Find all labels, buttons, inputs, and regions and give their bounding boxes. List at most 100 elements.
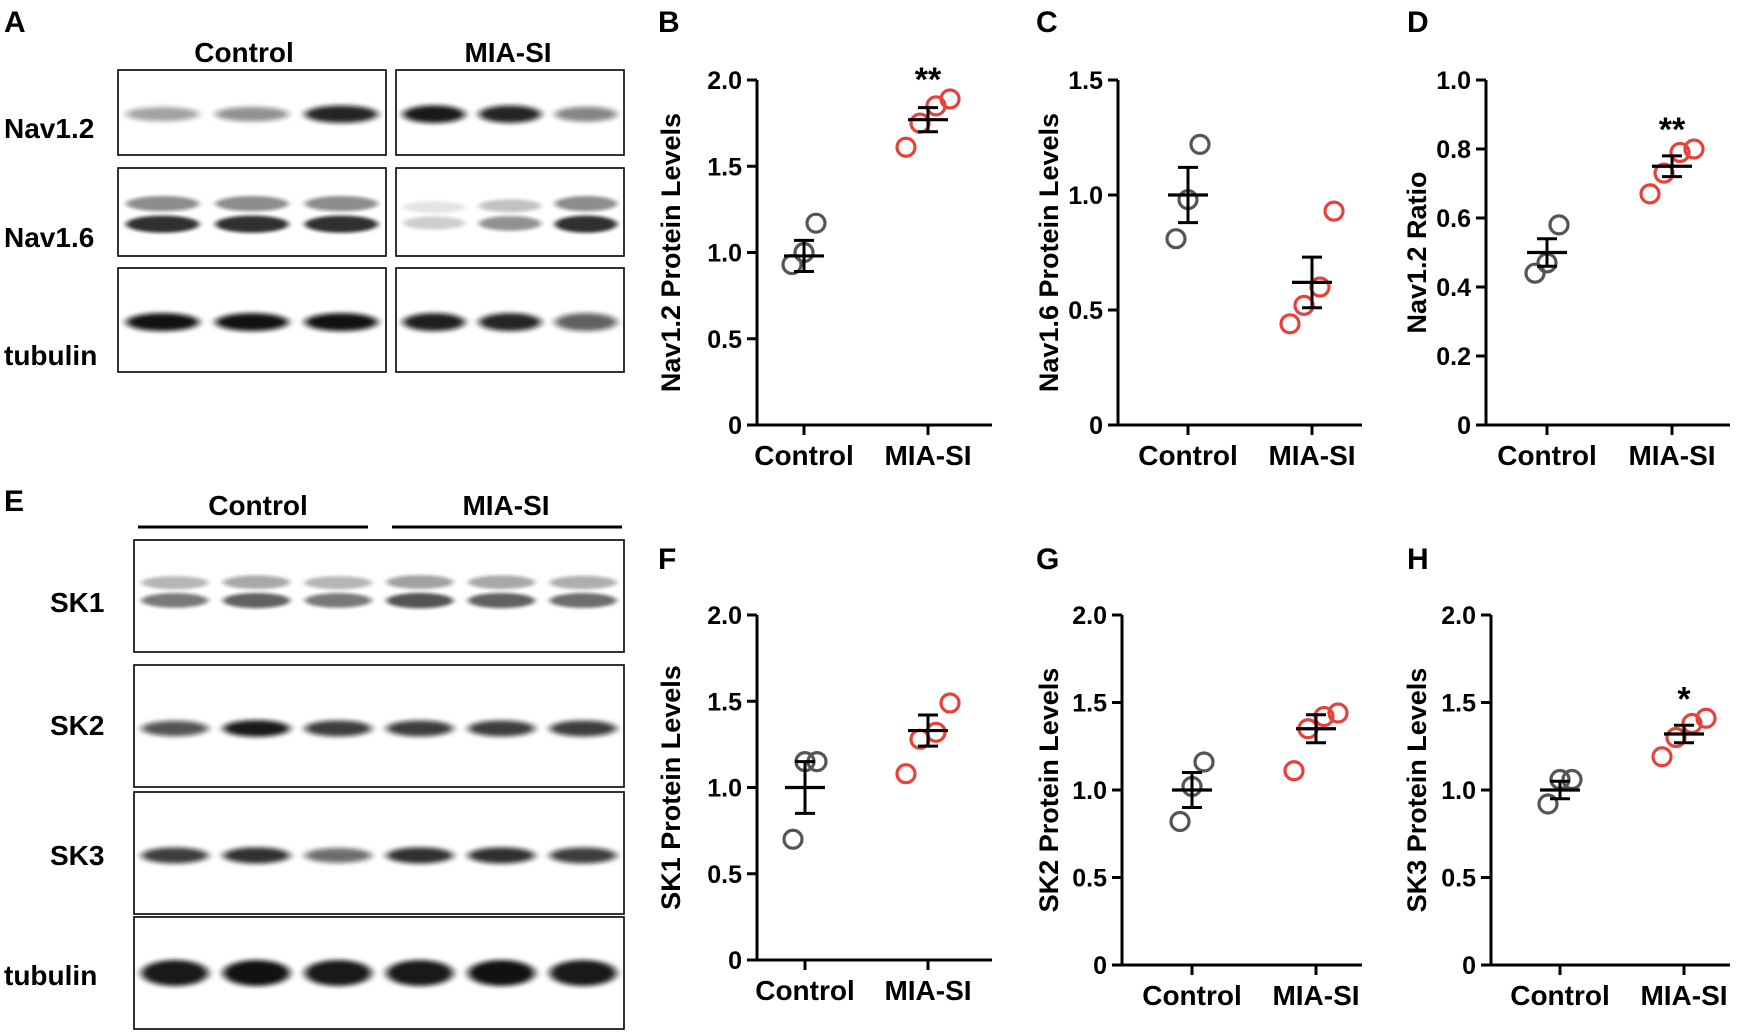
blot-a-band <box>215 313 289 332</box>
x-category-label: Control <box>1142 980 1242 1011</box>
x-category-label: Control <box>1138 440 1238 471</box>
blot-e-band <box>304 847 372 863</box>
blot-a-band <box>478 199 542 231</box>
blot-e-band <box>223 960 290 986</box>
blot-a-band <box>126 107 200 122</box>
y-tick-label: 0.5 <box>707 326 742 354</box>
data-point <box>1193 751 1215 773</box>
blot-a-band <box>554 106 618 122</box>
blot-a-band <box>304 195 378 233</box>
y-tick-label: 2.0 <box>707 67 742 95</box>
blot-a-band <box>126 195 200 233</box>
data-point <box>895 136 917 158</box>
blot-panel-a: A Control MIA-SI Nav1.2 Nav1.6 tubulin <box>4 6 625 373</box>
chart-g: G 0 0.5 1.0 1.5 2.0 Control MIA-SI SK2 Protein L… <box>1034 543 1362 1011</box>
y-tick-label: 1.0 <box>1072 777 1107 805</box>
data-point <box>1683 138 1705 160</box>
x-category-label: MIA-SI <box>1628 440 1715 471</box>
blot-e-band <box>386 575 454 609</box>
y-tick-label: 0 <box>728 412 742 440</box>
x-category-label: MIA-SI <box>884 440 971 471</box>
y-tick-label: 1.5 <box>707 153 742 181</box>
y-tick-label: 0 <box>1089 412 1103 440</box>
data-point <box>1327 702 1349 724</box>
y-tick-label: 1.0 <box>707 775 742 803</box>
blot-e-group-mia: MIA-SI <box>462 490 549 521</box>
data-point <box>1548 214 1570 236</box>
x-category-label: MIA-SI <box>884 975 971 1006</box>
y-tick-label: 0.6 <box>1436 205 1471 233</box>
blot-a-label-nav12: Nav1.2 <box>4 113 94 144</box>
blot-e-band <box>386 960 454 986</box>
blot-a-label-tubulin: tubulin <box>4 340 97 371</box>
data-point <box>1293 294 1315 316</box>
blot-a-band <box>554 313 618 332</box>
data-point <box>1323 200 1345 222</box>
series-mia-si: ** <box>895 61 961 158</box>
series-control <box>1537 768 1583 815</box>
blot-a-frame <box>117 167 387 257</box>
blot-e-band <box>386 720 454 737</box>
data-point <box>1524 262 1546 284</box>
blot-e-band <box>223 847 290 864</box>
chart-c: C 0 0.5 1.0 1.5 Control MIA-SI Nav1.6 Protein L… <box>1034 6 1362 471</box>
y-tick-label: 0 <box>728 947 742 975</box>
data-point <box>782 828 804 850</box>
blot-e-frame <box>133 791 625 915</box>
blot-panel-e: E Control MIA-SI SK1 SK2 SK3 tubulin <box>4 485 625 1030</box>
chart-b: B 0 0.5 1.0 1.5 2.0 Control MIA-SI Nav1.2 Protei… <box>656 6 992 471</box>
y-axis-label: Nav1.2 Ratio <box>1402 171 1432 333</box>
y-tick-label: 1.0 <box>1436 67 1471 95</box>
series-mia-si: * <box>1651 680 1717 768</box>
panel-letter-g: G <box>1036 543 1059 576</box>
data-point <box>1651 746 1673 768</box>
blot-e-band <box>549 720 617 737</box>
data-point <box>895 763 917 785</box>
blot-e-band <box>549 575 617 608</box>
blot-e-band <box>141 960 209 986</box>
y-tick-label: 0 <box>1093 952 1107 980</box>
panel-letter-c: C <box>1036 6 1058 39</box>
y-tick-label: 2.0 <box>707 602 742 630</box>
blot-a-band <box>478 313 542 332</box>
y-tick-label: 0.5 <box>1441 865 1476 893</box>
y-tick-label: 1.5 <box>707 688 742 716</box>
blot-e-band <box>141 576 209 608</box>
y-tick-label: 0 <box>1462 952 1476 980</box>
blot-e-label-sk3: SK3 <box>50 840 104 871</box>
x-category-label: Control <box>754 440 854 471</box>
blot-e-band <box>468 720 535 737</box>
blot-a-group-mia: MIA-SI <box>464 37 551 68</box>
blot-e-band <box>304 960 372 986</box>
y-axis-label: Nav1.6 Protein Levels <box>1034 113 1064 392</box>
series-mia-si <box>1279 200 1345 335</box>
y-tick-label: 2.0 <box>1072 602 1107 630</box>
blot-e-band <box>549 960 617 986</box>
blot-e-band <box>304 720 372 737</box>
y-tick-label: 1.0 <box>707 240 742 268</box>
series-mia-si <box>1283 702 1349 782</box>
blot-e-group-control: Control <box>208 490 308 521</box>
blot-a-band <box>126 313 200 332</box>
blot-a-band <box>215 106 289 122</box>
data-point <box>1169 810 1191 833</box>
blot-a-band <box>478 105 542 123</box>
blot-a-band <box>554 195 618 233</box>
data-point <box>909 112 931 134</box>
chart-f: F 0 0.5 1.0 1.5 2.0 Control MIA-SI SK1 Protein L… <box>656 543 992 1006</box>
blot-a-band <box>215 195 289 233</box>
data-point <box>1639 183 1661 205</box>
panel-letter-e: E <box>4 485 24 518</box>
x-category-label: MIA-SI <box>1640 980 1727 1011</box>
chart-h: H 0 0.5 1.0 1.5 2.0 Control MIA-SI SK3 Protein L… <box>1402 543 1730 1011</box>
panel-letter-h: H <box>1407 543 1429 576</box>
x-category-label: Control <box>1510 980 1610 1011</box>
blot-e-band <box>223 720 290 737</box>
series-mia-si: ** <box>1639 111 1705 205</box>
y-tick-label: 0.8 <box>1436 136 1471 164</box>
data-point <box>939 692 961 714</box>
y-tick-label: 0.5 <box>1072 865 1107 893</box>
x-category-label: Control <box>755 975 855 1006</box>
blot-a-band <box>304 105 378 123</box>
